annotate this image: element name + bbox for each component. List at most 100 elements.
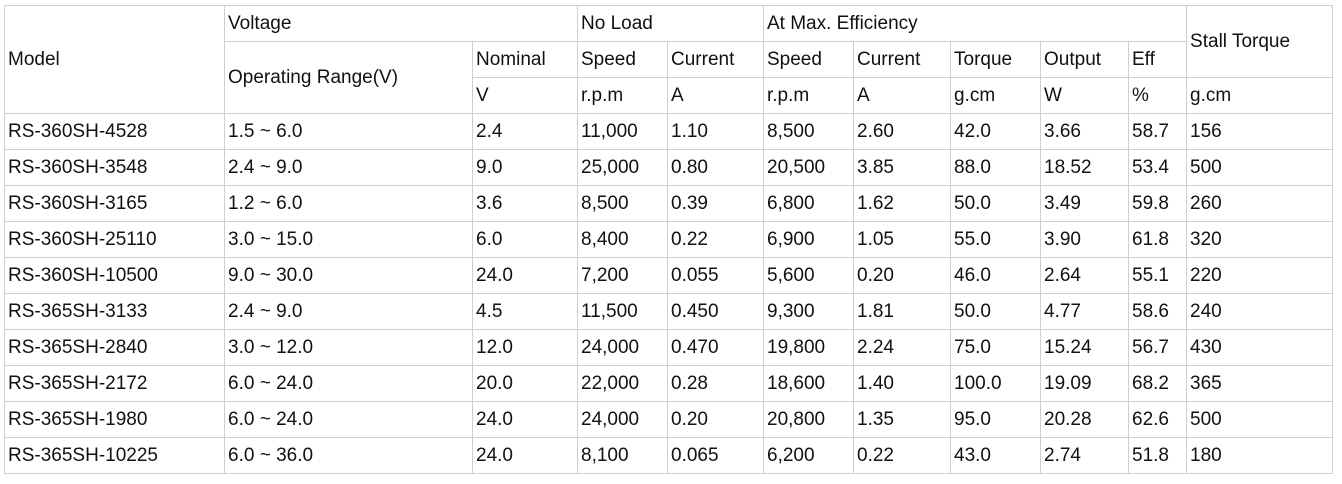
header-cell: Model (4, 5, 225, 114)
table-cell: 2.60 (853, 113, 951, 150)
table-cell: RS-365SH-10225 (4, 437, 225, 474)
table-cell: 3.0 ~ 12.0 (224, 329, 473, 366)
header-cell: % (1127, 77, 1188, 114)
table-cell: 51.8 (1127, 437, 1188, 474)
table-cell: 6.0 ~ 24.0 (224, 365, 473, 402)
table-cell: 20.0 (472, 365, 578, 402)
table-cell: 0.470 (667, 329, 764, 366)
table-cell: 9.0 ~ 30.0 (224, 257, 473, 294)
table-cell: 6.0 ~ 24.0 (224, 401, 473, 438)
table-cell: 22,000 (577, 365, 668, 402)
table-cell: 58.7 (1127, 113, 1188, 150)
header-cell: No Load (577, 5, 764, 42)
table-cell: 7,200 (577, 257, 668, 294)
table-cell: 4.77 (1040, 293, 1129, 330)
header-cell: Output (1040, 41, 1129, 78)
table-cell: 56.7 (1127, 329, 1188, 366)
table-cell: 11,500 (577, 293, 668, 330)
header-cell: Torque (950, 41, 1041, 78)
table-cell: 42.0 (950, 113, 1041, 150)
table-cell: 43.0 (950, 437, 1041, 474)
table-cell: RS-365SH-2840 (4, 329, 225, 366)
table-cell: 1.35 (853, 401, 951, 438)
header-cell: g.cm (1186, 77, 1334, 114)
table-cell: 1.81 (853, 293, 951, 330)
table-cell: RS-365SH-1980 (4, 401, 225, 438)
table-row: RS-365SH-2840 3.0 ~ 12.0 12.0 24,000 0.470 19… (4, 329, 1334, 366)
table-cell: 1.05 (853, 221, 951, 258)
table-cell: 55.0 (950, 221, 1041, 258)
table-cell: 20.28 (1040, 401, 1129, 438)
table-cell: 0.20 (853, 257, 951, 294)
table-cell: 0.450 (667, 293, 764, 330)
header-cell: Speed (763, 41, 854, 78)
table-cell: RS-360SH-3165 (4, 185, 225, 222)
header-cell: Current (853, 41, 951, 78)
table-cell: 1.62 (853, 185, 951, 222)
table-cell: 8,100 (577, 437, 668, 474)
header-cell: W (1040, 77, 1129, 114)
table-cell: 430 (1186, 329, 1334, 366)
table-cell: 2.74 (1040, 437, 1129, 474)
table-cell: 0.22 (853, 437, 951, 474)
table-row: RS-360SH-4528 1.5 ~ 6.0 2.4 11,000 1.10 8,500… (4, 113, 1334, 150)
table-body: RS-360SH-4528 1.5 ~ 6.0 2.4 11,000 1.10 8,500… (4, 113, 1334, 474)
table-cell: 75.0 (950, 329, 1041, 366)
table-cell: 11,000 (577, 113, 668, 150)
table-cell: 62.6 (1127, 401, 1188, 438)
table-cell: 53.4 (1127, 149, 1188, 186)
header-cell: Stall Torque (1186, 5, 1334, 78)
table-cell: 4.5 (472, 293, 578, 330)
table-cell: 0.055 (667, 257, 764, 294)
table-cell: 6,900 (763, 221, 854, 258)
table-cell: 24,000 (577, 401, 668, 438)
table-cell: 19.09 (1040, 365, 1129, 402)
table-cell: 3.85 (853, 149, 951, 186)
table-cell: 1.5 ~ 6.0 (224, 113, 473, 150)
header-cell: Operating Range(V) (224, 41, 473, 114)
table-cell: RS-360SH-25110 (4, 221, 225, 258)
table-cell: 0.22 (667, 221, 764, 258)
table-cell: 0.20 (667, 401, 764, 438)
table-cell: 25,000 (577, 149, 668, 186)
table-cell: 12.0 (472, 329, 578, 366)
table-cell: 1.40 (853, 365, 951, 402)
table-header: Model Voltage No Load At Max. Efficiency… (4, 5, 1334, 114)
header-cell: At Max. Efficiency (762, 5, 1188, 42)
table-cell: 46.0 (950, 257, 1041, 294)
table-cell: 3.0 ~ 15.0 (224, 221, 473, 258)
table-cell: 3.66 (1040, 113, 1129, 150)
table-cell: RS-360SH-3548 (4, 149, 225, 186)
table-cell: 260 (1186, 185, 1334, 222)
table-row: RS-360SH-25110 3.0 ~ 15.0 6.0 8,400 0.22 6,90… (4, 221, 1334, 258)
table-cell: 24.0 (472, 401, 578, 438)
table-cell: 6.0 (472, 221, 578, 258)
table-cell: 2.4 ~ 9.0 (224, 149, 473, 186)
table-cell: 156 (1186, 113, 1334, 150)
table-cell: 0.28 (667, 365, 764, 402)
table-cell: 2.24 (853, 329, 951, 366)
header-cell: A (853, 77, 951, 114)
table-cell: 220 (1186, 257, 1334, 294)
table-cell: RS-365SH-2172 (4, 365, 225, 402)
table-cell: 20,500 (763, 149, 854, 186)
table-cell: 6,200 (763, 437, 854, 474)
table-cell: 88.0 (950, 149, 1041, 186)
table-cell: 9,300 (763, 293, 854, 330)
table-cell: 500 (1186, 401, 1334, 438)
table-cell: 180 (1186, 437, 1334, 474)
table-cell: 3.6 (472, 185, 578, 222)
table-cell: 0.39 (667, 185, 764, 222)
table-cell: 1.10 (667, 113, 764, 150)
header-cell: g.cm (950, 77, 1041, 114)
table-cell: 24.0 (472, 437, 578, 474)
header-cell: A (667, 77, 764, 114)
table-row: RS-365SH-3133 2.4 ~ 9.0 4.5 11,500 0.450 9,30… (4, 293, 1334, 330)
table-cell: RS-365SH-3133 (4, 293, 225, 330)
table-cell: 2.4 ~ 9.0 (224, 293, 473, 330)
table-cell: 3.49 (1040, 185, 1129, 222)
table-row: RS-360SH-3548 2.4 ~ 9.0 9.0 25,000 0.80 20,50… (4, 149, 1334, 186)
table-cell: 59.8 (1127, 185, 1188, 222)
header-cell: r.p.m (577, 77, 668, 114)
table-cell: 0.80 (667, 149, 764, 186)
